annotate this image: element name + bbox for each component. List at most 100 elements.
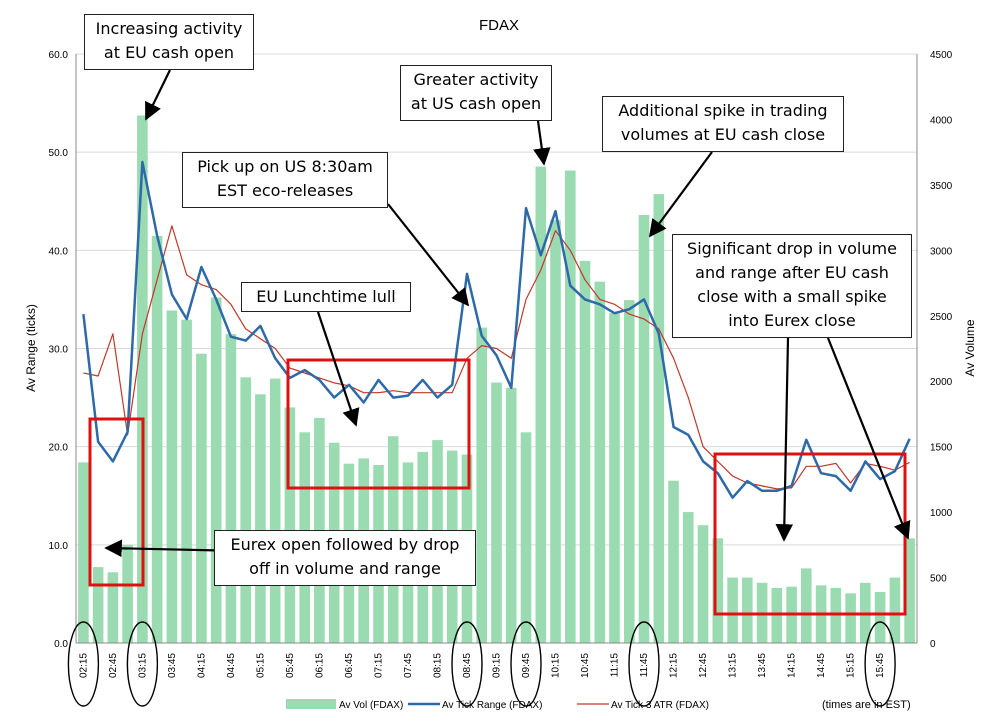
y-tick-right: 1000 [930, 508, 953, 519]
highlight-box [88, 417, 145, 587]
annotation-arrow [826, 337, 911, 540]
volume-bar [550, 220, 561, 643]
x-tick-label: 12:45 [698, 653, 709, 678]
annotation-eurex-open: Eurex open followed by drop off in volum… [214, 530, 476, 586]
x-tick-label: 13:45 [757, 653, 768, 678]
x-tick-label: 09:15 [492, 653, 503, 678]
annotation-arrow [145, 69, 171, 121]
times-note: (times are in EST) [822, 699, 911, 711]
time-oval [451, 621, 483, 707]
annotation-us-eco-line2: EST eco-releases [216, 181, 354, 200]
annotation-lunch: EU Lunchtime lull [241, 282, 411, 312]
time-oval [126, 621, 159, 707]
time-ovals [67, 621, 896, 707]
annotation-us-open-line2: at US cash open [410, 94, 542, 113]
time-oval [67, 621, 100, 707]
annotation-arrow [648, 151, 713, 238]
x-tick-label: 11:15 [610, 653, 621, 678]
volume-bar [712, 538, 724, 643]
tick-labels: 0.0 10.0 20.0 30.0 40.0 50.0 60.0 0 500 1000 1500 2… [49, 50, 953, 678]
y-tick-right: 2000 [930, 377, 953, 388]
annotation-eu-open-line1: Increasing activity [95, 19, 243, 38]
volume-bar [904, 538, 915, 643]
annotation-eurex-open-line2: off in volume and range [249, 559, 441, 578]
y-tick-right: 1500 [930, 443, 953, 454]
annotation-eu-open: Increasing activity at EU cash open [84, 14, 254, 70]
annotation-drop-line1: Significant drop in volume [687, 239, 897, 258]
x-tick-label: 10:15 [551, 653, 562, 678]
volume-bar [269, 378, 281, 643]
annotation-drop-line4: into Eurex close [728, 311, 856, 330]
volume-bar [889, 577, 901, 643]
x-tick-label: 06:15 [314, 653, 325, 678]
x-tick-label: 08:15 [433, 653, 444, 678]
volume-bar [742, 577, 753, 643]
x-tick-label: 06:45 [344, 653, 355, 678]
annotation-us-open: Greater activity at US cash open [400, 65, 552, 121]
annotation-eu-close-line1: Additional spike in trading [618, 101, 828, 120]
y-axis-left-label: Av Range (ticks) [24, 304, 38, 392]
y-axis-right-label: Av Volume [963, 319, 977, 376]
y-tick-right: 3000 [930, 246, 953, 257]
volume-bar [624, 300, 635, 643]
x-tick-label: 08:45 [462, 653, 473, 678]
volume-bar [727, 577, 738, 643]
x-tick-label: 09:45 [521, 653, 532, 678]
volume-bar [874, 592, 886, 643]
volume-bar [520, 432, 532, 643]
annotation-lunch-line1: EU Lunchtime lull [256, 287, 396, 306]
highlight-box [286, 358, 471, 490]
annotation-drop-line2: and range after EU cash [695, 263, 889, 282]
y-tick-left: 40.0 [49, 246, 69, 257]
y-tick-left: 0.0 [54, 639, 68, 650]
annotation-eu-open-line2: at EU cash open [103, 43, 235, 62]
volume-bar [122, 544, 133, 643]
y-tick-right: 500 [930, 574, 947, 585]
volume-bar [92, 567, 104, 643]
volume-bar [491, 382, 502, 643]
y-tick-left: 50.0 [49, 148, 69, 159]
volume-bar [801, 568, 812, 643]
annotation-arrow [316, 311, 360, 427]
volume-bar [107, 572, 119, 643]
volume-bar [565, 170, 576, 643]
x-tick-label: 03:45 [167, 653, 178, 678]
volume-bar [668, 480, 679, 643]
y-tick-left: 20.0 [49, 443, 69, 454]
x-tick-label: 11:45 [639, 653, 650, 678]
legend-label-atr: Av Tick 3 ATR (FDAX) [611, 700, 709, 711]
volume-bar [284, 407, 296, 643]
atr-line [83, 225, 910, 490]
x-tick-label: 15:15 [846, 653, 857, 678]
volume-bar [210, 297, 222, 643]
x-tick-label: 05:15 [255, 653, 266, 678]
tick-range-line [82, 160, 911, 499]
volume-bar [535, 166, 547, 643]
volume-bar [505, 387, 517, 643]
y-tick-right: 0 [930, 639, 936, 650]
legend: Av Vol (FDAX) Av Tick Range (FDAX) Av Ti… [286, 699, 709, 711]
x-tick-label: 13:15 [728, 653, 739, 678]
y-tick-right: 4000 [930, 115, 953, 126]
x-tick-label: 04:15 [196, 653, 207, 678]
y-tick-left: 60.0 [49, 50, 69, 61]
annotation-arrow [775, 337, 794, 542]
volume-bar [476, 327, 487, 643]
annotation-arrow [387, 203, 470, 307]
volume-bar [594, 281, 606, 643]
legend-label-vol: Av Vol (FDAX) [339, 700, 403, 711]
volume-bar [225, 334, 237, 643]
annotation-drop-line3: close with a small spike [697, 287, 887, 306]
x-tick-label: 07:45 [403, 653, 414, 678]
x-tick-label: 10:45 [580, 653, 591, 678]
volume-bar [845, 593, 856, 643]
volume-bar [638, 215, 650, 643]
volume-bar [609, 313, 620, 643]
x-tick-label: 04:45 [226, 653, 237, 678]
series-lines [82, 160, 911, 499]
volume-bar [196, 353, 207, 643]
chart-title: FDAX [479, 17, 519, 34]
volume-bar [78, 462, 89, 643]
y-tick-left: 30.0 [49, 345, 69, 356]
volume-bar [181, 319, 192, 643]
